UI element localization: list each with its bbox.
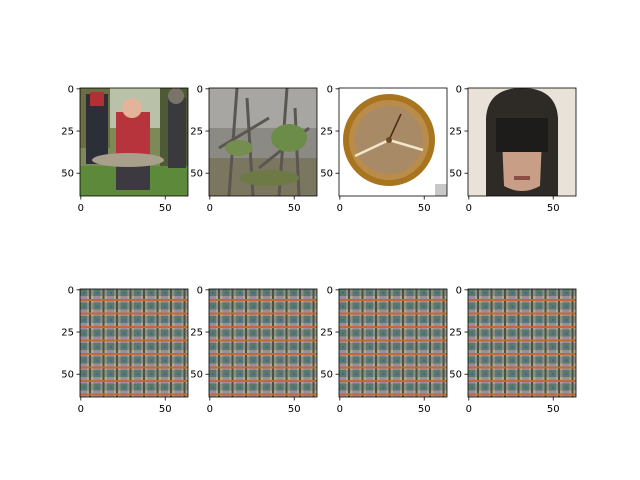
y-tick-label: 50: [449, 370, 462, 381]
panels-group: 0 25 50 0 50 0 25 50 0 50 0 25 50 0 50 0 25 50 0 50 0 25 50 0 50…: [61, 84, 577, 415]
x-tick-label: 0: [337, 404, 343, 415]
axes-frame: [79, 288, 189, 398]
y-tick-label: 50: [320, 169, 333, 180]
x-tick-label: 0: [78, 203, 84, 214]
y-tick-label: 25: [190, 127, 203, 138]
y-tick-label: 50: [190, 169, 203, 180]
y-tick-label: 25: [61, 127, 74, 138]
axes-frame: [338, 288, 448, 398]
x-tick-label: 50: [159, 203, 172, 214]
y-tick-label: 25: [61, 328, 74, 339]
panel-image: [209, 289, 317, 397]
x-tick-label: 0: [207, 203, 213, 214]
panel-image: [468, 289, 576, 397]
panel-2: 0 25 50 0 50: [190, 84, 318, 214]
y-tick-label: 0: [327, 84, 333, 95]
x-tick-label: 50: [418, 203, 431, 214]
axes-frame: [208, 288, 318, 398]
panel-image: [339, 289, 447, 397]
y-tick-label: 50: [61, 370, 74, 381]
y-tick-label: 25: [190, 328, 203, 339]
y-tick-label: 25: [320, 127, 333, 138]
axes-frame: [79, 87, 189, 197]
panel-1: 0 25 50 0 50: [61, 84, 189, 214]
panel-4: 0 25 50 0 50: [449, 84, 577, 214]
x-tick-label: 50: [288, 203, 301, 214]
y-tick-label: 25: [449, 127, 462, 138]
panel-7: 0 25 50 0 50: [320, 285, 448, 415]
y-tick-label: 0: [456, 285, 462, 296]
panel-8: 0 25 50 0 50: [449, 285, 577, 415]
x-tick-label: 0: [466, 203, 472, 214]
panel-3: 0 25 50 0 50: [320, 84, 448, 214]
axes-frame: [208, 87, 318, 197]
x-tick-label: 50: [288, 404, 301, 415]
axes-frame: [467, 87, 577, 197]
y-tick-label: 0: [68, 285, 74, 296]
x-tick-label: 50: [547, 404, 560, 415]
panel-image: [80, 88, 188, 196]
y-tick-label: 0: [327, 285, 333, 296]
x-tick-label: 0: [466, 404, 472, 415]
x-tick-label: 0: [78, 404, 84, 415]
y-tick-label: 50: [449, 169, 462, 180]
panel-image: [468, 88, 576, 196]
x-tick-label: 0: [207, 404, 213, 415]
y-tick-label: 0: [197, 84, 203, 95]
y-tick-label: 0: [68, 84, 74, 95]
y-tick-label: 50: [61, 169, 74, 180]
panel-image: [209, 88, 317, 196]
panel-image: [339, 88, 447, 196]
panel-image: [80, 289, 188, 397]
y-tick-label: 0: [197, 285, 203, 296]
panel-6: 0 25 50 0 50: [190, 285, 318, 415]
x-tick-label: 50: [159, 404, 172, 415]
x-tick-label: 50: [547, 203, 560, 214]
panel-5: 0 25 50 0 50: [61, 285, 189, 415]
y-tick-label: 25: [320, 328, 333, 339]
y-tick-label: 50: [190, 370, 203, 381]
y-tick-label: 0: [456, 84, 462, 95]
x-tick-label: 0: [337, 203, 343, 214]
axes-frame: [338, 87, 448, 197]
axes-frame: [467, 288, 577, 398]
y-tick-label: 25: [449, 328, 462, 339]
x-tick-label: 50: [418, 404, 431, 415]
y-tick-label: 50: [320, 370, 333, 381]
